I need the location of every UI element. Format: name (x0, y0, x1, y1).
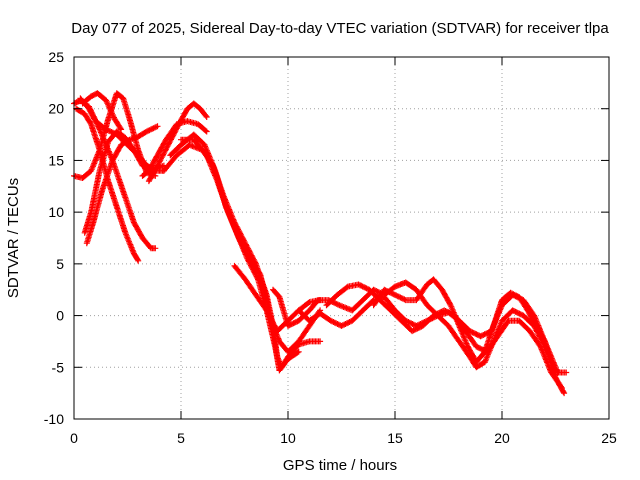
data-point-markers (323, 281, 565, 391)
x-tick-label: 20 (494, 430, 510, 446)
data-point-markers (83, 123, 161, 247)
y-tick-labels: -10 -5 0 5 10 15 20 25 (44, 49, 64, 427)
data-points (71, 90, 570, 397)
series-s5 (83, 123, 161, 247)
series-s17 (370, 276, 561, 376)
data-point-markers (145, 100, 210, 185)
y-tick-label: 25 (48, 49, 64, 65)
x-axis-label: GPS time / hours (283, 457, 397, 474)
y-tick-label: 0 (56, 308, 64, 324)
x-tick-labels: 0 5 10 15 20 25 (70, 430, 617, 446)
chart-title: Day 077 of 2025, Sidereal Day-to-day VTE… (71, 20, 609, 37)
series-s9 (145, 100, 210, 185)
plot-frame (73, 56, 610, 420)
x-tick-label: 0 (70, 430, 78, 446)
tick-marks (73, 56, 610, 420)
y-tick-label: -10 (44, 411, 64, 427)
y-tick-label: 5 (56, 256, 64, 272)
data-point-markers (370, 276, 561, 376)
series-s16 (323, 281, 565, 391)
y-tick-label: -5 (52, 359, 65, 375)
x-tick-label: 5 (177, 430, 185, 446)
y-tick-label: 15 (48, 152, 64, 168)
y-tick-label: 20 (48, 101, 64, 117)
y-axis-label: SDTVAR / TECUs (5, 178, 22, 298)
y-tick-label: 10 (48, 204, 64, 220)
x-tick-label: 10 (280, 430, 296, 446)
x-tick-label: 15 (387, 430, 403, 446)
x-tick-label: 25 (601, 430, 617, 446)
